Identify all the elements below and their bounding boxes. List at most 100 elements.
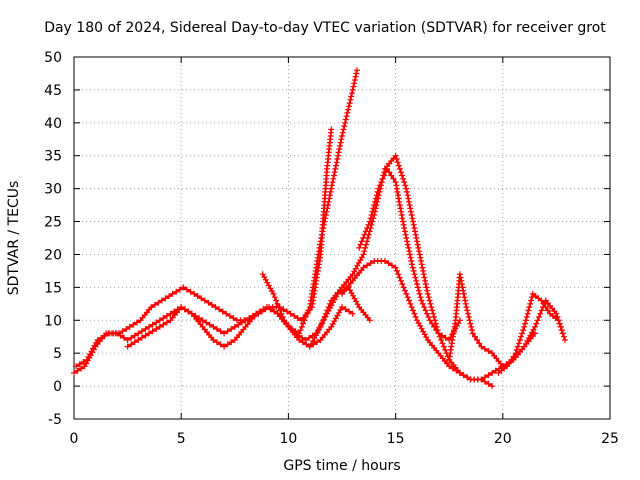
data-point [542,304,549,311]
data-point [331,169,338,176]
series-layer [71,67,568,390]
x-tick-label: 0 [70,431,79,447]
data-point [464,307,471,314]
data-point [302,337,309,343]
data-point [339,133,345,139]
data-point [395,271,402,278]
data-point [522,320,529,327]
data-point [381,258,388,264]
series-1 [73,126,335,370]
x-tick-label: 20 [494,431,512,447]
data-point [349,86,356,93]
y-axis-ticks: -5 0 5 10 15 20 25 30 35 40 45 50 [44,50,610,428]
data-point [410,307,416,314]
data-point [221,330,228,337]
data-point [533,320,540,327]
data-point [392,264,399,271]
data-point [513,346,520,353]
data-point [529,294,535,301]
data-point [424,290,431,297]
data-point [406,198,412,205]
data-point [360,235,367,241]
data-point [379,175,386,182]
data-point [556,320,563,327]
data-point [373,192,380,199]
data-point [371,202,378,209]
x-tick-label: 15 [387,431,405,447]
data-point [534,317,541,324]
data-point [469,330,476,337]
data-point [158,297,165,304]
data-point [345,103,352,110]
data-point [399,281,406,288]
data-point [559,330,566,337]
data-point [460,287,467,294]
data-point [138,328,145,335]
data-point [135,337,142,343]
data-point [153,326,160,332]
data-point [403,235,410,241]
data-point [515,340,522,347]
data-point [284,308,290,315]
data-point [264,304,270,311]
data-point [408,258,415,264]
data-point [185,308,192,315]
data-point [405,195,412,202]
data-point [203,319,210,326]
data-point [446,363,453,370]
data-point [119,328,126,335]
data-point [348,93,355,100]
data-point [456,271,463,278]
data-point [386,169,393,176]
data-point [562,337,568,343]
data-point [520,327,527,334]
data-point [401,179,408,186]
data-point [555,317,562,324]
data-point [412,231,419,238]
data-point [409,261,415,268]
data-point [465,314,472,320]
data-point [424,287,431,294]
data-point [332,165,339,172]
data-point [291,330,298,337]
data-point [367,260,374,267]
data-point [333,159,340,166]
data-point [508,356,515,363]
data-point [303,341,310,348]
data-point [418,261,425,268]
data-point [414,238,420,245]
data-point [514,343,521,350]
data-point [74,367,81,374]
data-point [205,299,212,306]
data-point [411,271,418,278]
data-point [80,359,87,365]
x-axis-label: GPS time / hours [283,458,400,474]
data-point [300,320,307,327]
data-point [416,251,423,258]
data-point [525,307,532,314]
data-point [469,327,475,334]
data-point [453,367,460,374]
data-point [393,156,400,162]
data-point [156,323,163,330]
data-point [412,274,419,281]
data-point [256,308,263,315]
data-point [404,188,410,195]
data-point [518,333,524,340]
data-point [411,310,418,317]
data-point [181,306,188,313]
data-point [422,277,429,284]
y-axis-label: SDTVAR / TECUs [6,181,22,296]
data-point [131,332,138,339]
series-line [75,129,333,368]
data-point [407,300,414,307]
series-7 [446,271,566,370]
chart-title: Day 180 of 2024, Sidereal Day-to-day VTE… [44,20,606,36]
data-point [536,314,542,320]
data-point [336,146,343,153]
data-point [135,330,142,337]
data-point [410,267,417,274]
data-point [385,260,392,267]
y-tick-label: 45 [44,83,62,99]
data-point [320,317,327,324]
